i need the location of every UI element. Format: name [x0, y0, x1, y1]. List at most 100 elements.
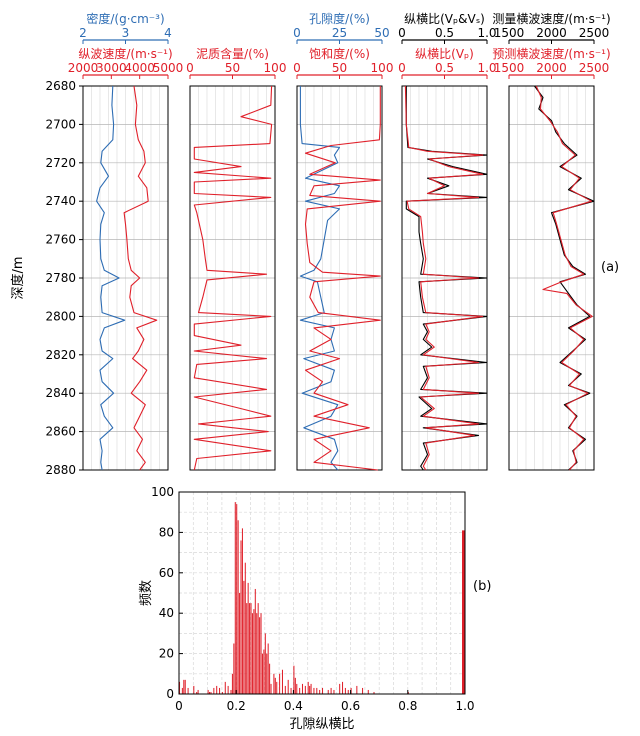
hist-y-tick-label: 40: [159, 606, 174, 620]
hist-bar: [247, 582, 249, 694]
hist-bar: [296, 683, 298, 694]
series-纵横比(Vp): [404, 85, 484, 471]
hist-bar: [239, 593, 241, 694]
tick-label: 3000: [96, 61, 127, 75]
hist-bar: [230, 689, 232, 694]
depth-tick-label: 2820: [45, 348, 76, 362]
hist-bar: [327, 689, 329, 694]
tick-label: 1.0: [477, 61, 496, 75]
hist-bar: [279, 673, 281, 694]
hist-bar: [249, 603, 251, 694]
hist-x-tick-label: 0: [175, 699, 183, 713]
hist-bar: [266, 653, 268, 694]
track-0: 2 3 4密度/(g·cm⁻³) 2000300040005000纵波速度/(m·s⁻…: [68, 11, 184, 471]
hist-bar: [373, 691, 375, 694]
hist-bar: [241, 528, 243, 694]
tick-label: 100: [371, 61, 394, 75]
depth-axis-label: 深度/m: [10, 256, 26, 299]
tick-label: 0: [398, 26, 406, 40]
series-泥质含量: [193, 85, 273, 471]
axis-title: 饱和度/(%): [309, 46, 370, 61]
hist-bar: [293, 665, 295, 694]
hist-bar: [257, 603, 259, 694]
depth-tick-label: 2760: [45, 233, 76, 247]
hist-bar: [254, 588, 256, 694]
hist-bar: [316, 687, 318, 694]
tick-label: 100: [264, 61, 287, 75]
hist-bar: [356, 685, 358, 694]
tick-label: 1500: [494, 61, 525, 75]
hist-bar: [193, 685, 195, 694]
hist-y-tick-label: 80: [159, 525, 174, 539]
hist-bar: [253, 609, 255, 694]
tick-label: 50: [332, 61, 347, 75]
series-测量横波速度: [534, 85, 595, 471]
hist-bar: [263, 649, 265, 694]
series-预测横波速度: [535, 85, 593, 471]
tick-label: 3: [122, 26, 130, 40]
panel-b-label: (b): [473, 579, 491, 594]
hist-y-axis-label: 频数: [139, 580, 154, 606]
tick-label: 25: [332, 26, 347, 40]
depth-tick-label: 2800: [45, 309, 76, 323]
hist-bar: [267, 643, 269, 694]
hist-x-tick-label: 1.0: [455, 699, 474, 713]
hist-bar: [330, 687, 332, 694]
hist-bar: [304, 685, 306, 694]
tick-label: 2000: [536, 26, 567, 40]
tick-label: 2000: [536, 61, 567, 75]
hist-bar: [179, 681, 181, 694]
hist-bar: [209, 691, 211, 694]
hist-bar: [181, 687, 183, 694]
panel-a: 2 3 4密度/(g·cm⁻³)2000300040005000纵波速度/(m·s⁻…: [10, 11, 619, 477]
hist-bar: [197, 689, 199, 694]
series-纵波速度: [123, 85, 158, 471]
tick-label: 2500: [579, 26, 610, 40]
panel-a-label: (a): [601, 260, 619, 275]
tick-label: 2000: [68, 61, 99, 75]
hist-bar: [307, 681, 309, 694]
hist-bar: [362, 687, 364, 694]
hist-x-tick-label: 0.4: [284, 699, 303, 713]
series-饱和度: [304, 86, 381, 471]
hist-bar: [462, 530, 465, 694]
track-frame: [508, 85, 595, 471]
tick-label: 0.5: [435, 26, 454, 40]
tick-label: 4000: [124, 61, 155, 75]
axis-title: 纵横比(Vₚ&Vₛ): [404, 12, 485, 26]
tick-label: 1.0: [477, 26, 496, 40]
track-frame: [189, 85, 276, 471]
hist-bar: [350, 687, 352, 694]
depth-tick-label: 2720: [45, 156, 76, 170]
hist-bar: [347, 689, 349, 694]
hist-bar: [319, 689, 321, 694]
hist-x-tick-label: 0.8: [398, 699, 417, 713]
axis-title: 泥质含量/(%): [196, 46, 269, 61]
hist-y-tick-label: 100: [151, 485, 174, 499]
axis-title: 纵横比(Vₚ): [415, 47, 474, 61]
hist-bar: [294, 677, 296, 694]
hist-bar: [260, 613, 262, 694]
hist-bar: [342, 681, 344, 694]
axis-title: 孔隙度/(%): [309, 11, 370, 26]
series-孔隙度: [299, 86, 341, 471]
tick-label: 4: [164, 26, 172, 40]
tick-label: 5000: [153, 61, 184, 75]
depth-axis: 2680 2700 2720 2740 2760 2780 2800 2820 2840 2860…: [10, 79, 83, 477]
hist-bar: [183, 679, 185, 694]
series-密度: [96, 85, 126, 471]
hist-bar: [213, 687, 215, 694]
hist-bar: [290, 687, 292, 694]
hist-bar: [259, 617, 261, 694]
hist-bar: [299, 687, 301, 694]
hist-bar: [236, 504, 238, 694]
hist-bar: [264, 633, 266, 694]
hist-bar: [256, 613, 258, 694]
axis-title: 测量横波速度/(m·s⁻¹): [492, 11, 610, 26]
hist-bar: [187, 687, 189, 694]
hist-bar: [207, 689, 209, 694]
hist-bar: [221, 691, 223, 694]
